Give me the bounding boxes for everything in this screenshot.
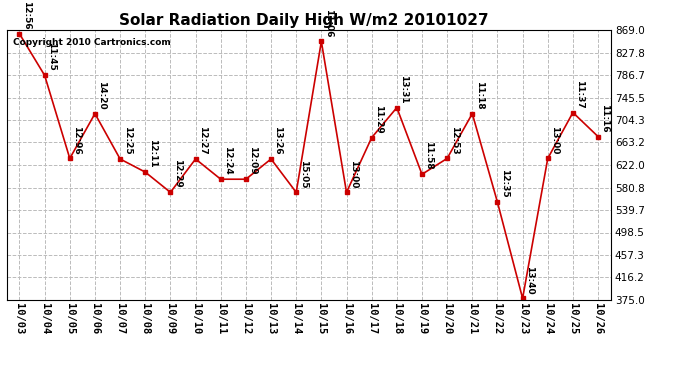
Text: 11:45: 11:45 xyxy=(47,42,56,71)
Text: 14:20: 14:20 xyxy=(97,81,106,110)
Text: 13:00: 13:00 xyxy=(349,160,358,188)
Text: 12:25: 12:25 xyxy=(123,126,132,155)
Text: 12:96: 12:96 xyxy=(72,126,81,154)
Text: 11:18: 11:18 xyxy=(475,81,484,110)
Text: 13:31: 13:31 xyxy=(400,75,408,104)
Text: 12:27: 12:27 xyxy=(198,126,207,155)
Text: 12:09: 12:09 xyxy=(248,146,257,175)
Text: 13:26: 13:26 xyxy=(273,126,282,155)
Text: 11:06: 11:06 xyxy=(324,9,333,37)
Text: Solar Radiation Daily High W/m2 20101027: Solar Radiation Daily High W/m2 20101027 xyxy=(119,13,489,28)
Text: 13:00: 13:00 xyxy=(550,126,559,154)
Text: 12:35: 12:35 xyxy=(500,170,509,198)
Text: 12:53: 12:53 xyxy=(450,126,459,154)
Text: 12:11: 12:11 xyxy=(148,140,157,168)
Text: 11:58: 11:58 xyxy=(424,141,433,170)
Text: 15:05: 15:05 xyxy=(299,160,308,188)
Text: Copyright 2010 Cartronics.com: Copyright 2010 Cartronics.com xyxy=(13,38,170,47)
Text: 13:40: 13:40 xyxy=(525,266,534,294)
Text: 12:29: 12:29 xyxy=(173,159,182,188)
Text: 11:37: 11:37 xyxy=(575,80,584,108)
Text: 11:16: 11:16 xyxy=(600,104,609,132)
Text: 12:56: 12:56 xyxy=(22,1,31,30)
Text: 12:24: 12:24 xyxy=(223,146,232,175)
Text: 11:29: 11:29 xyxy=(374,105,383,134)
